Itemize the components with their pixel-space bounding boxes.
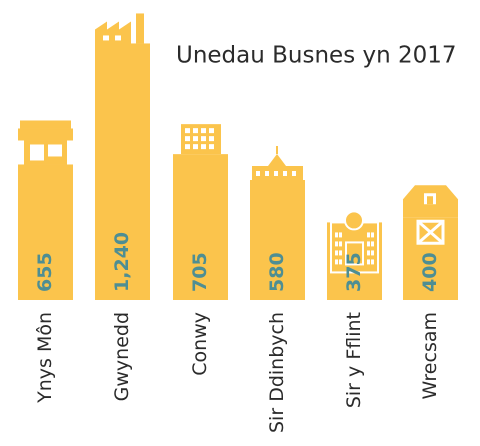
icon-part [185,144,190,150]
bar-icon [252,146,303,180]
icon-part [136,13,144,44]
x-tick-label: Ynys Môn [34,312,56,404]
icon-part [185,136,190,142]
icon-part [367,250,370,256]
bar-icon [330,210,379,274]
icon-part [209,128,214,134]
icon-part [292,171,296,176]
icon-part [371,259,374,265]
icon-part [95,21,131,44]
x-tick-label: Sir y Fflint [343,312,365,408]
icon-part [201,144,206,150]
bar-icon [403,185,458,245]
bar [95,43,150,301]
value-label: 655 [34,252,56,292]
icon-part [115,35,121,41]
icon-part [252,154,303,180]
icon-part [339,232,342,238]
icon-part [276,146,278,154]
icon-part [335,259,338,265]
icon-part [193,136,198,142]
icon-part [339,241,342,247]
icon-part [335,241,338,247]
bar-icon [181,124,221,155]
icon-part [339,250,342,256]
value-label: 580 [266,252,288,292]
value-label: 1,240 [111,232,133,292]
bar [18,164,73,300]
icon-part [371,250,374,256]
icon-part [256,171,260,176]
icon-part [371,241,374,247]
x-tick-label: Wrecsam [419,312,441,400]
icon-part [30,144,44,161]
bar-icon [18,120,73,165]
icon-part [427,196,433,205]
icon-part [371,232,374,238]
icon-part [265,171,269,176]
icon-part [201,128,206,134]
value-label: 705 [189,252,211,292]
icon-part [209,144,214,150]
icon-part [18,128,73,141]
icon-part [345,241,364,266]
bar [250,180,305,300]
icon-part [367,241,370,247]
x-tick-label: Conwy [189,312,211,376]
icon-part [335,232,338,238]
icon-part [335,250,338,256]
icon-part [283,171,287,176]
value-label: 375 [343,252,365,292]
bar [173,154,228,300]
icon-part [274,171,278,176]
x-tick-label: Gwynedd [111,312,133,401]
icon-part [193,128,198,134]
icon-part [193,144,198,150]
chart-title: Unedau Busnes yn 2017 [176,43,457,69]
icon-part [48,144,62,157]
icon-part [103,35,109,41]
bar-icon [95,13,144,44]
icon-part [20,120,71,129]
icon-part [185,128,190,134]
icon-part [344,210,364,231]
x-tick-label: Sir Ddinbych [266,312,288,433]
value-label: 400 [419,252,441,292]
icon-part [417,220,444,245]
icon-part [201,136,206,142]
icon-part [339,259,342,265]
icon-part [367,259,370,265]
icon-part [367,232,370,238]
icon-part [416,219,445,245]
icon-part [209,136,214,142]
